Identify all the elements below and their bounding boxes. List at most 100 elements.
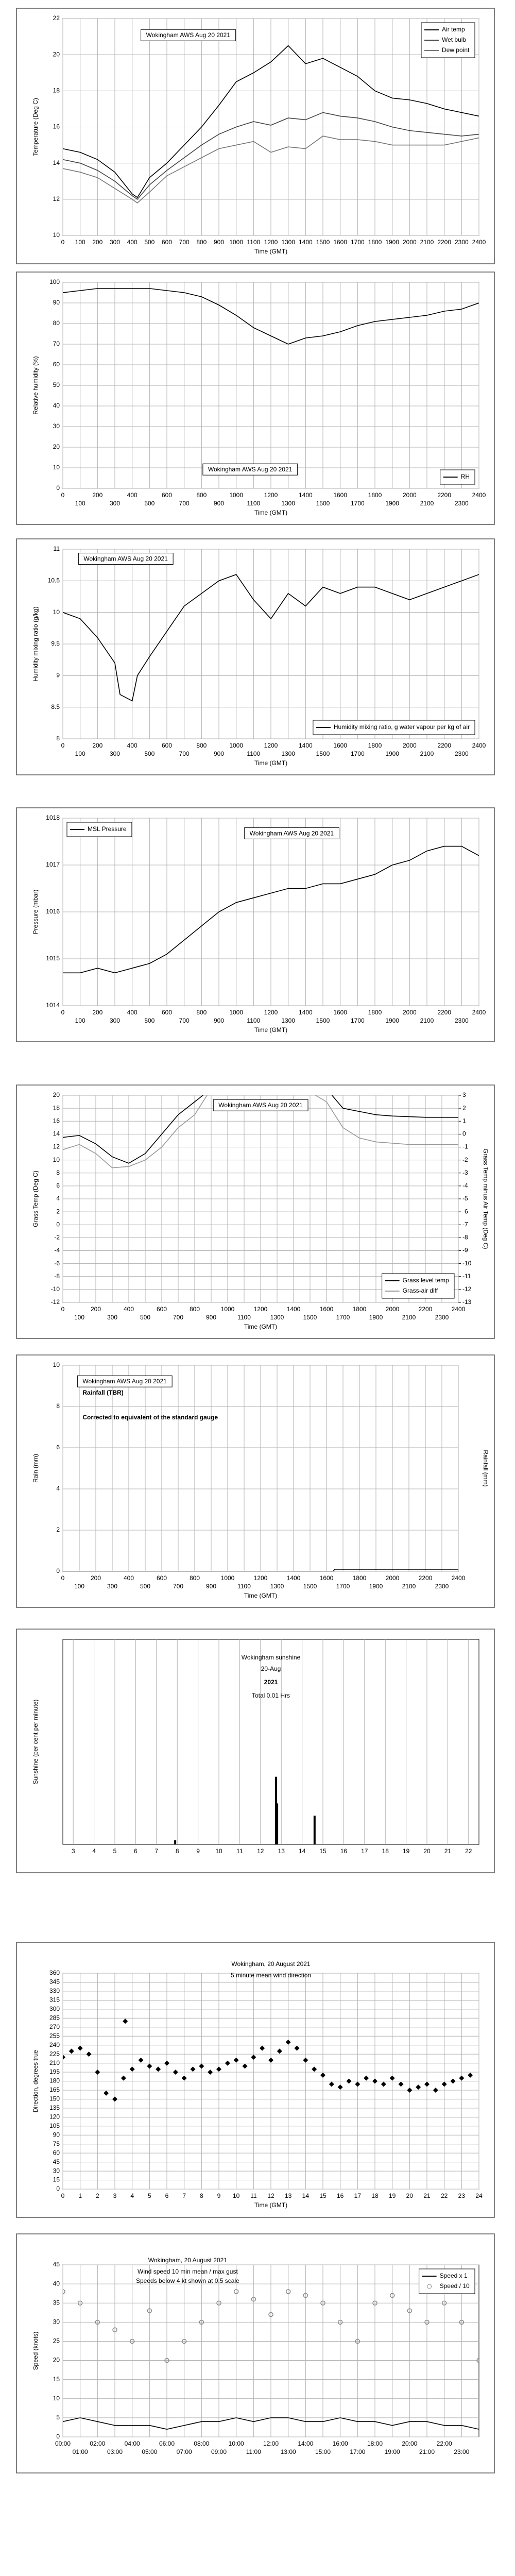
y2-tick-label: -5 — [462, 1195, 468, 1202]
y-tick-label: 345 — [49, 1978, 60, 1986]
point — [68, 2048, 74, 2054]
y-tick-label: 10 — [53, 2395, 60, 2402]
bar — [174, 1840, 177, 1844]
x-tick-label: 09:00 — [211, 2448, 227, 2455]
x-tick-label: 800 — [196, 742, 207, 749]
chart-title: Wokingham sunshine — [242, 1654, 301, 1661]
x-tick-label: 800 — [196, 239, 207, 246]
x-tick-label: 2000 — [403, 239, 417, 246]
x-tick-label: 9 — [196, 1848, 200, 1855]
y-axis-label: Pressure (mbar) — [32, 890, 39, 935]
chart-panel: 0246810010020030040050060070080090010001… — [16, 1354, 495, 1608]
y-tick-label: 105 — [49, 2122, 60, 2129]
y-tick-label: 15 — [53, 2376, 60, 2383]
legend-frame — [313, 720, 475, 735]
y-axis-label: Humidity mixing ratio (g/kg) — [32, 606, 39, 681]
y-tick-label: 12 — [53, 195, 60, 202]
x-tick-label: 700 — [179, 500, 190, 507]
x-tick-label: 17 — [361, 1848, 368, 1855]
x-tick-label: 6 — [134, 1848, 138, 1855]
y-axis-label: Direction, degrees true — [32, 2049, 39, 2112]
point — [424, 2319, 430, 2325]
x-tick-label: 12 — [267, 2192, 274, 2199]
x-tick-label: 1400 — [299, 1009, 313, 1016]
y2-tick-label: -1 — [462, 1143, 468, 1150]
point — [147, 2063, 152, 2069]
chart-panel: 0153045607590105120135150165180195210225… — [16, 1942, 495, 2218]
point — [86, 2052, 92, 2057]
y-tick-label: 30 — [53, 2167, 60, 2174]
x-tick-label: 1400 — [299, 239, 313, 246]
y-tick-label: 16 — [53, 1117, 60, 1124]
y2-tick-label: -9 — [462, 1247, 468, 1254]
point — [320, 2300, 325, 2306]
x-tick-label: 1600 — [333, 1009, 347, 1016]
x-tick-label: 1800 — [368, 492, 382, 499]
x-tick-label: 1100 — [247, 750, 260, 757]
y-tick-label: 9.5 — [51, 640, 60, 647]
point — [173, 2070, 178, 2075]
plot-marks — [63, 2289, 479, 2430]
chart-panel: 3 4 5 6 7 8 9 10 11 12 13 14 15 16 17 18 19 20 21 22Sunshin… — [16, 1629, 495, 1873]
point — [138, 2057, 144, 2063]
y-tick-label: 45 — [53, 2261, 60, 2268]
legend: Grass level temp Grass-air diff — [382, 1273, 455, 1299]
y-tick-label: 6 — [56, 1182, 60, 1189]
y-tick-label: 10 — [53, 464, 60, 471]
point — [147, 2308, 152, 2313]
y-tick-label: 9 — [56, 672, 60, 679]
x-tick-label: 300 — [110, 500, 120, 507]
x-tick-label: 1100 — [237, 1583, 251, 1590]
x-tick-label: 2200 — [437, 492, 451, 499]
plot-marks — [63, 1095, 458, 1168]
chart-title: Wokingham AWS Aug 20 2021 — [83, 555, 168, 563]
y-tick-label: 195 — [49, 2068, 60, 2075]
point — [208, 2070, 213, 2075]
point — [389, 2075, 395, 2081]
point — [260, 2045, 265, 2051]
y-tick-label: 0 — [56, 484, 60, 492]
legend-label: MSL Pressure — [88, 825, 127, 833]
plot-marks — [63, 288, 479, 345]
x-tick-label: 500 — [144, 1017, 154, 1024]
x-tick-label: 2100 — [420, 1017, 434, 1024]
y-tick-label: 150 — [49, 2095, 60, 2103]
y-tick-label: 20 — [53, 1091, 60, 1098]
y-tick-label: 240 — [49, 2041, 60, 2048]
point — [416, 2084, 421, 2090]
x-tick-label: 1100 — [237, 1314, 251, 1321]
point — [129, 2066, 135, 2072]
title-box — [244, 827, 339, 839]
point — [216, 2300, 221, 2306]
title-box — [78, 553, 174, 565]
annotation: 5 minute mean wind direction — [231, 1972, 311, 1979]
point — [337, 2319, 343, 2325]
x-tick-label: 200 — [92, 1009, 102, 1016]
x-tick-label: 12 — [257, 1848, 264, 1855]
x-tick-label: 0 — [61, 1574, 65, 1582]
y2-tick-label: -4 — [462, 1182, 468, 1189]
x-tick-label: 21 — [423, 2192, 431, 2199]
x-tick-label: 1000 — [229, 742, 243, 749]
y-tick-label: 22 — [53, 14, 60, 22]
x-tick-label: 3 — [113, 2192, 117, 2199]
x-tick-label: 21:00 — [419, 2448, 435, 2455]
y-tick-label: 18 — [53, 87, 60, 94]
point — [216, 2066, 221, 2072]
x-tick-label: 15:00 — [315, 2448, 331, 2455]
legend: RH — [440, 469, 475, 485]
x-tick-label: 1800 — [353, 1574, 367, 1582]
y-tick-label: 0 — [56, 1221, 60, 1228]
legend-label: RH — [461, 473, 470, 480]
y2-tick-label: -10 — [462, 1260, 472, 1267]
x-tick-label: 05:00 — [142, 2448, 157, 2455]
point — [164, 2060, 169, 2066]
y-tick-label: 30 — [53, 422, 60, 430]
point — [251, 2054, 256, 2060]
point — [355, 2081, 360, 2087]
x-tick-label: 2400 — [472, 1009, 486, 1016]
point — [164, 2358, 169, 2363]
point — [389, 2293, 395, 2298]
y-tick-label: -8 — [54, 1273, 60, 1280]
y-tick-label: 100 — [49, 278, 60, 285]
